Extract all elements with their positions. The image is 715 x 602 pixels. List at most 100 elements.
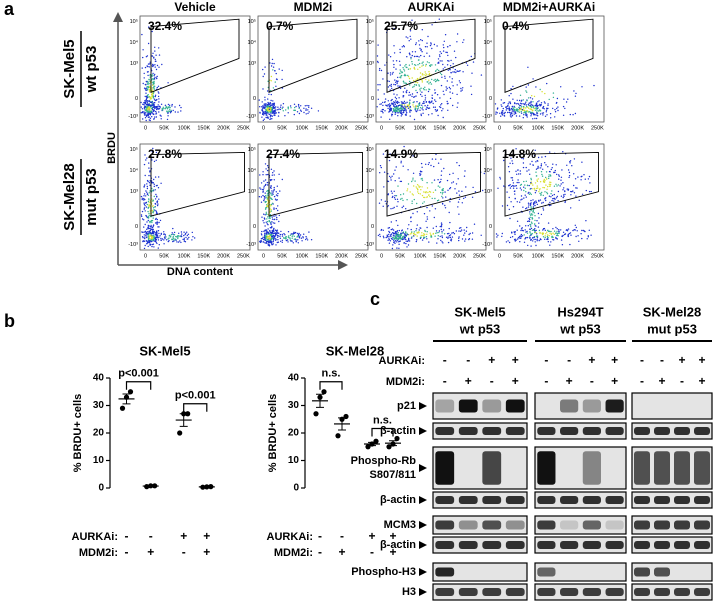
flow-event [561, 244, 564, 246]
flow-event [317, 110, 320, 112]
flow-event [436, 242, 438, 244]
flow-event [398, 243, 400, 245]
flow-event [175, 239, 177, 241]
flow-event [511, 236, 514, 238]
flow-event [418, 44, 421, 46]
flow-event [526, 207, 528, 209]
flow-event [455, 183, 458, 185]
flow-event [550, 230, 552, 233]
flow-event [581, 193, 584, 195]
flow-event [530, 207, 532, 209]
flow-event [150, 107, 153, 109]
condition-value: - [590, 374, 594, 388]
flow-event [408, 40, 410, 42]
flow-event [549, 185, 551, 187]
flow-event [532, 112, 534, 115]
flow-event [379, 84, 381, 86]
data-point [373, 438, 379, 444]
condition-value: + [203, 545, 210, 559]
flow-event [394, 84, 397, 86]
flow-event [521, 235, 524, 237]
flow-event [273, 208, 275, 210]
flow-event [449, 188, 451, 190]
flow-event [520, 229, 522, 232]
flow-event [534, 215, 536, 217]
data-point [127, 389, 134, 395]
flow-event [509, 217, 511, 220]
row-label: SK-Mel28 mut p53 [61, 159, 100, 235]
flow-event [449, 88, 452, 90]
flow-event [270, 241, 272, 243]
flow-event [274, 70, 276, 72]
flow-event [444, 77, 446, 80]
flow-event [431, 113, 433, 115]
flow-event [552, 228, 554, 230]
flow-event [156, 242, 158, 245]
condition-value: + [566, 374, 573, 388]
flow-event [546, 231, 548, 233]
flow-event [407, 37, 409, 39]
flow-event [429, 65, 432, 68]
flow-event [534, 117, 536, 120]
flow-event [417, 68, 419, 71]
flow-event [389, 72, 392, 74]
flow-event [398, 241, 400, 243]
flow-event [412, 101, 414, 104]
flow-event [535, 168, 538, 170]
flow-event [296, 236, 298, 238]
flow-event [416, 82, 419, 84]
flow-event [538, 229, 541, 232]
data-point [313, 411, 319, 417]
flow-event [557, 190, 560, 193]
flow-event [441, 103, 443, 105]
flow-event [566, 188, 568, 190]
flow-event [515, 185, 517, 187]
flow-event [555, 183, 557, 185]
flow-event [151, 239, 153, 241]
flow-event [152, 89, 154, 91]
flow-event [187, 233, 190, 235]
flow-event [534, 114, 536, 116]
flow-event [533, 229, 535, 231]
condition-value: - [182, 545, 186, 559]
flow-event [431, 78, 433, 81]
flow-event [186, 231, 188, 233]
flow-event [505, 106, 507, 108]
flow-event [538, 217, 540, 219]
flow-event [158, 244, 160, 246]
flow-event [519, 201, 521, 203]
flow-event [146, 105, 148, 107]
flow-event [536, 185, 538, 187]
flow-event [421, 108, 423, 110]
flow-event [145, 106, 147, 109]
flow-event [575, 235, 577, 238]
flow-event [272, 107, 274, 109]
flow-event [547, 234, 549, 236]
flow-event [293, 103, 296, 106]
flow-event [400, 180, 403, 183]
flow-event [158, 54, 161, 56]
flow-event [385, 104, 387, 106]
flow-event [424, 94, 426, 97]
flow-event [303, 111, 305, 114]
flow-event [515, 170, 517, 172]
flow-event [302, 236, 304, 238]
flow-event [433, 216, 435, 219]
flow-event [281, 107, 283, 110]
flow-event [508, 208, 510, 211]
flow-event [156, 222, 159, 224]
flow-event [426, 226, 428, 229]
flow-event [264, 225, 266, 227]
flow-event [450, 238, 453, 240]
flow-event [389, 56, 392, 58]
flow-event [272, 240, 274, 243]
flow-event [384, 64, 386, 66]
flow-event [525, 107, 527, 109]
flow-event [446, 80, 448, 82]
y-tick-label: 40 [288, 373, 300, 384]
flow-event [501, 205, 504, 207]
blot-label: H3 [402, 586, 416, 598]
flow-event [508, 95, 510, 97]
flow-event [397, 85, 399, 87]
